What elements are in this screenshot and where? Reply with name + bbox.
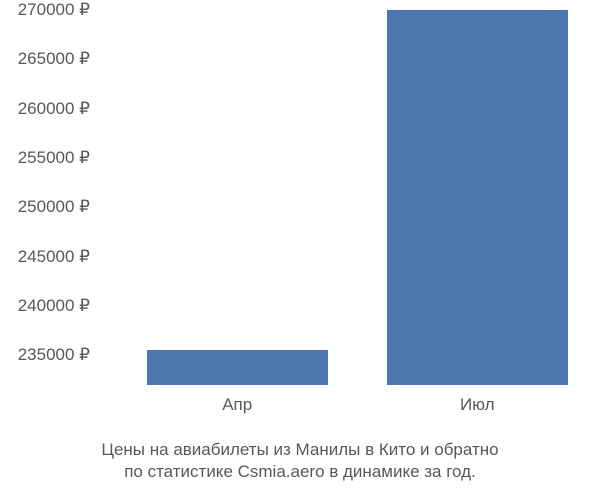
x-tick-label: Июл bbox=[460, 395, 495, 415]
y-tick-label: 270000 ₽ bbox=[18, 0, 90, 20]
x-tick-label: Апр bbox=[222, 395, 252, 415]
plot-area bbox=[100, 10, 590, 385]
y-tick-label: 235000 ₽ bbox=[18, 345, 90, 365]
bar bbox=[147, 350, 328, 385]
price-chart: 235000 ₽ 240000 ₽ 245000 ₽ 250000 ₽ 255000 ₽… bbox=[0, 0, 600, 500]
chart-caption-line2: по статистике Csmia.aero в динамике за г… bbox=[0, 460, 600, 484]
y-tick-label: 250000 ₽ bbox=[18, 197, 90, 217]
y-tick-label: 240000 ₽ bbox=[18, 296, 90, 316]
y-tick-label: 265000 ₽ bbox=[18, 49, 90, 69]
chart-caption-line1: Цены на авиабилеты из Манилы в Кито и об… bbox=[0, 438, 600, 462]
y-tick-label: 260000 ₽ bbox=[18, 99, 90, 119]
y-tick-label: 255000 ₽ bbox=[18, 148, 90, 168]
y-tick-label: 245000 ₽ bbox=[18, 247, 90, 267]
bar bbox=[387, 10, 568, 385]
